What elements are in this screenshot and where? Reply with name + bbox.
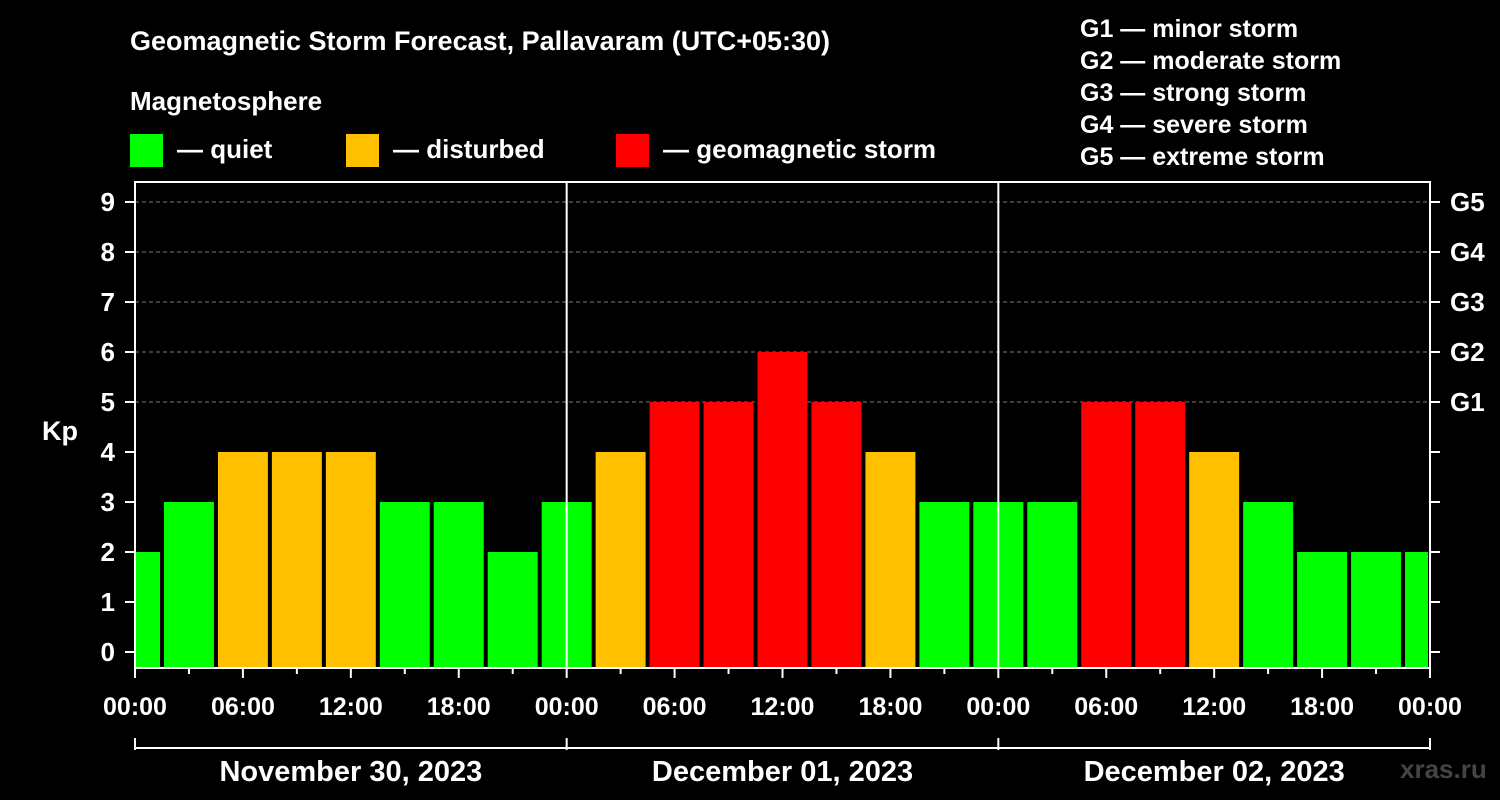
date-label: December 02, 2023 [1084,756,1345,788]
watermark: xras.ru [1400,754,1487,784]
kp-bar [865,452,916,668]
kp-bar [811,402,862,668]
bars [136,352,1428,668]
x-tick-label: 06:00 [1074,693,1138,721]
y-tick-label: 0 [101,637,115,667]
kp-bar [1081,402,1132,668]
x-tick-label: 00:00 [535,693,599,721]
kp-bar [136,552,160,668]
kp-bar [325,452,376,668]
legend-heading: Magnetosphere [130,86,322,116]
legend-swatch-quiet [130,134,163,167]
kp-bar [1027,502,1078,668]
x-tick-label: 00:00 [1398,693,1462,721]
date-labels: November 30, 2023 December 01, 2023 Decemb… [134,738,1431,788]
x-tick-label: 18:00 [427,693,491,721]
right-tick-label: G3 [1450,287,1485,317]
kp-bar [163,502,214,668]
date-label: November 30, 2023 [219,756,482,788]
legend-label-quiet: — quiet [177,134,273,164]
y-tick-label: 8 [101,237,115,267]
kp-bar [1189,452,1240,668]
x-axis-ticks: 00:00 06:00 12:00 18:00 00:00 06:00 12:00 18:00… [103,668,1462,721]
chart-title: Geomagnetic Storm Forecast, Pallavaram (… [130,26,830,56]
kp-bar [433,502,484,668]
kp-bar [379,502,430,668]
date-label: December 01, 2023 [652,756,913,788]
kp-bar [703,402,754,668]
kp-bar [595,452,646,668]
g-scale-g5: G5 — extreme storm [1080,143,1325,171]
y-tick-label: 1 [101,587,115,617]
y-axis-ticks: 0 1 2 3 4 5 6 7 8 9 [101,187,135,667]
g-scale-g3: G3 — strong storm [1080,79,1306,107]
y-axis-label: Kp [42,416,78,446]
y-tick-label: 4 [101,437,116,467]
g-scale-legend: G1 — minor storm G2 — moderate storm G3 … [1080,15,1341,171]
y-tick-label: 7 [101,287,115,317]
kp-bar [1351,552,1402,668]
right-tick-label: G4 [1450,237,1485,267]
legend-label-disturbed: — disturbed [393,134,545,164]
legend: — quiet — disturbed — geomagnetic storm [130,134,936,167]
y-tick-label: 9 [101,187,115,217]
g-scale-g1: G1 — minor storm [1080,15,1298,43]
y-tick-label: 6 [101,337,115,367]
right-tick-label: G5 [1450,187,1485,217]
x-tick-label: 18:00 [858,693,922,721]
y-tick-label: 5 [101,387,115,417]
kp-bar [271,452,322,668]
kp-bar [919,502,970,668]
kp-bar [757,352,808,668]
right-axis-ticks: G1 G2 G3 G4 G5 [1430,187,1485,653]
kp-bar [217,452,268,668]
y-tick-label: 2 [101,537,115,567]
legend-swatch-storm [616,134,649,167]
x-tick-label: 06:00 [643,693,707,721]
g-scale-g4: G4 — severe storm [1080,111,1308,139]
legend-swatch-disturbed [346,134,379,167]
legend-label-storm: — geomagnetic storm [663,134,936,164]
x-tick-label: 12:00 [1182,693,1246,721]
kp-bar [1243,502,1294,668]
x-tick-label: 12:00 [751,693,815,721]
kp-bar [649,402,700,668]
x-tick-label: 12:00 [319,693,383,721]
x-tick-label: 18:00 [1290,693,1354,721]
right-tick-label: G2 [1450,337,1485,367]
x-tick-label: 06:00 [211,693,275,721]
right-tick-label: G1 [1450,387,1485,417]
kp-bar [1297,552,1348,668]
x-tick-label: 00:00 [103,693,167,721]
kp-bar [1405,552,1428,668]
kp-bar [487,552,538,668]
x-tick-label: 00:00 [966,693,1030,721]
y-tick-label: 3 [101,487,115,517]
g-scale-g2: G2 — moderate storm [1080,47,1341,75]
kp-bar [1135,402,1186,668]
